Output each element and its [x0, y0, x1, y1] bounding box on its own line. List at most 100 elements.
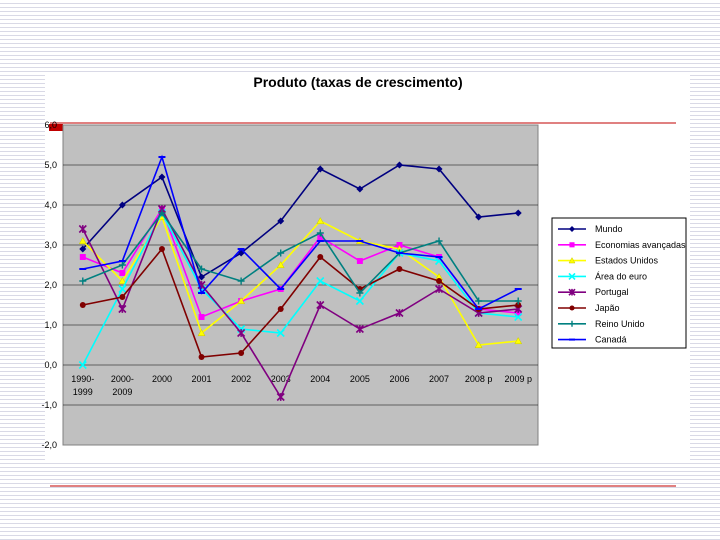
data-point	[118, 284, 127, 294]
x-tick-label: 2000-	[111, 374, 134, 384]
data-point	[316, 216, 325, 225]
data-point	[355, 324, 364, 334]
x-tick-label: 2007	[429, 374, 449, 384]
x-tick-label: 1999	[73, 387, 93, 397]
y-tick-label: 5,0	[44, 160, 57, 170]
legend-marker	[568, 257, 576, 264]
legend-entry: Japão	[558, 303, 620, 313]
data-point	[197, 328, 206, 337]
data-point	[198, 273, 206, 281]
data-point	[118, 304, 127, 314]
data-point	[316, 276, 325, 286]
y-axis-ticks: -2,0 -1,0 0,0 1,0 2,0 3,0 4,0 5,0 6,0	[41, 120, 57, 450]
data-point	[277, 249, 285, 257]
data-point	[79, 302, 86, 308]
data-point	[158, 209, 166, 217]
data-point	[515, 302, 522, 308]
data-point	[474, 340, 483, 349]
series-7	[79, 209, 522, 305]
legend-label: Canadá	[595, 335, 627, 345]
data-point	[119, 294, 126, 300]
data-point	[79, 254, 86, 260]
y-tick-label: -2,0	[41, 440, 57, 450]
legend-label: Mundo	[595, 224, 623, 234]
y-tick-label: 3,0	[44, 240, 57, 250]
data-point	[316, 300, 325, 310]
legend-marker	[569, 305, 575, 311]
data-point	[237, 328, 246, 338]
data-point	[434, 284, 444, 294]
series-6	[79, 246, 522, 360]
legend-entry: Canadá	[558, 335, 627, 345]
legend-marker	[568, 288, 576, 296]
legend-marker	[568, 272, 576, 280]
data-point	[355, 296, 364, 306]
accent-block	[49, 124, 63, 131]
data-point	[198, 314, 205, 320]
series-line	[82, 247, 519, 358]
data-point	[514, 297, 522, 305]
x-tick-label: 2009 p	[504, 374, 532, 384]
data-point	[276, 260, 285, 269]
legend-marker	[569, 226, 575, 232]
data-point	[395, 161, 403, 169]
data-point	[316, 165, 324, 173]
data-point	[238, 350, 245, 356]
x-tick-label: 1990-	[71, 374, 94, 384]
data-point	[158, 173, 166, 181]
x-tick-label: 2002	[231, 374, 251, 384]
data-point	[79, 245, 87, 253]
series-line	[82, 211, 519, 302]
data-point	[277, 217, 285, 225]
series-layer	[78, 154, 523, 402]
x-tick-label: 2004	[310, 374, 330, 384]
data-point	[276, 392, 285, 402]
legend-label: Economias avançadas	[595, 240, 686, 250]
legend-entry: Economias avançadas	[558, 240, 686, 250]
legend-entry: Portugal	[558, 287, 629, 297]
legend-label: Área do euro	[595, 271, 647, 281]
data-point	[237, 296, 246, 305]
data-point	[475, 213, 483, 221]
series-line	[82, 207, 519, 399]
y-tick-label: -1,0	[41, 400, 57, 410]
series-line	[82, 154, 519, 311]
data-point	[514, 209, 522, 217]
series-line	[82, 164, 519, 279]
x-axis-ticks: 1990- 1999 2000- 2009 2000 2001 2002 2003 2004 20…	[71, 374, 532, 397]
legend-label: Portugal	[595, 287, 629, 297]
data-point	[317, 254, 324, 260]
legend-entry: Estados Unidos	[558, 256, 659, 266]
chart-title: Produto (taxas de crescimento)	[253, 74, 462, 90]
data-point	[78, 236, 87, 245]
data-point	[198, 354, 205, 360]
data-point	[316, 229, 324, 237]
y-tick-label: 4,0	[44, 200, 57, 210]
data-point	[514, 336, 523, 345]
x-tick-label: 2006	[389, 374, 409, 384]
data-point	[119, 270, 126, 276]
data-point	[356, 185, 364, 193]
data-point	[515, 310, 522, 316]
data-point	[435, 165, 443, 173]
x-tick-label: 2003	[271, 374, 291, 384]
y-tick-label: 1,0	[44, 320, 57, 330]
data-point	[475, 297, 483, 305]
data-point	[158, 246, 165, 252]
data-point	[396, 266, 403, 272]
data-point	[78, 360, 87, 370]
legend	[551, 217, 687, 349]
data-point	[118, 201, 126, 209]
legend-entry: Mundo	[558, 224, 623, 234]
data-point	[356, 289, 364, 297]
legend-label: Estados Unidos	[595, 256, 659, 266]
grid-lines	[63, 164, 538, 406]
x-tick-label: 2005	[350, 374, 370, 384]
legend-marker	[569, 242, 575, 248]
data-point	[237, 277, 245, 285]
y-tick-label: 6,0	[44, 120, 57, 130]
legend-label: Reino Unido	[595, 319, 645, 329]
data-point	[317, 234, 324, 240]
legend-entry: Reino Unido	[558, 319, 645, 329]
